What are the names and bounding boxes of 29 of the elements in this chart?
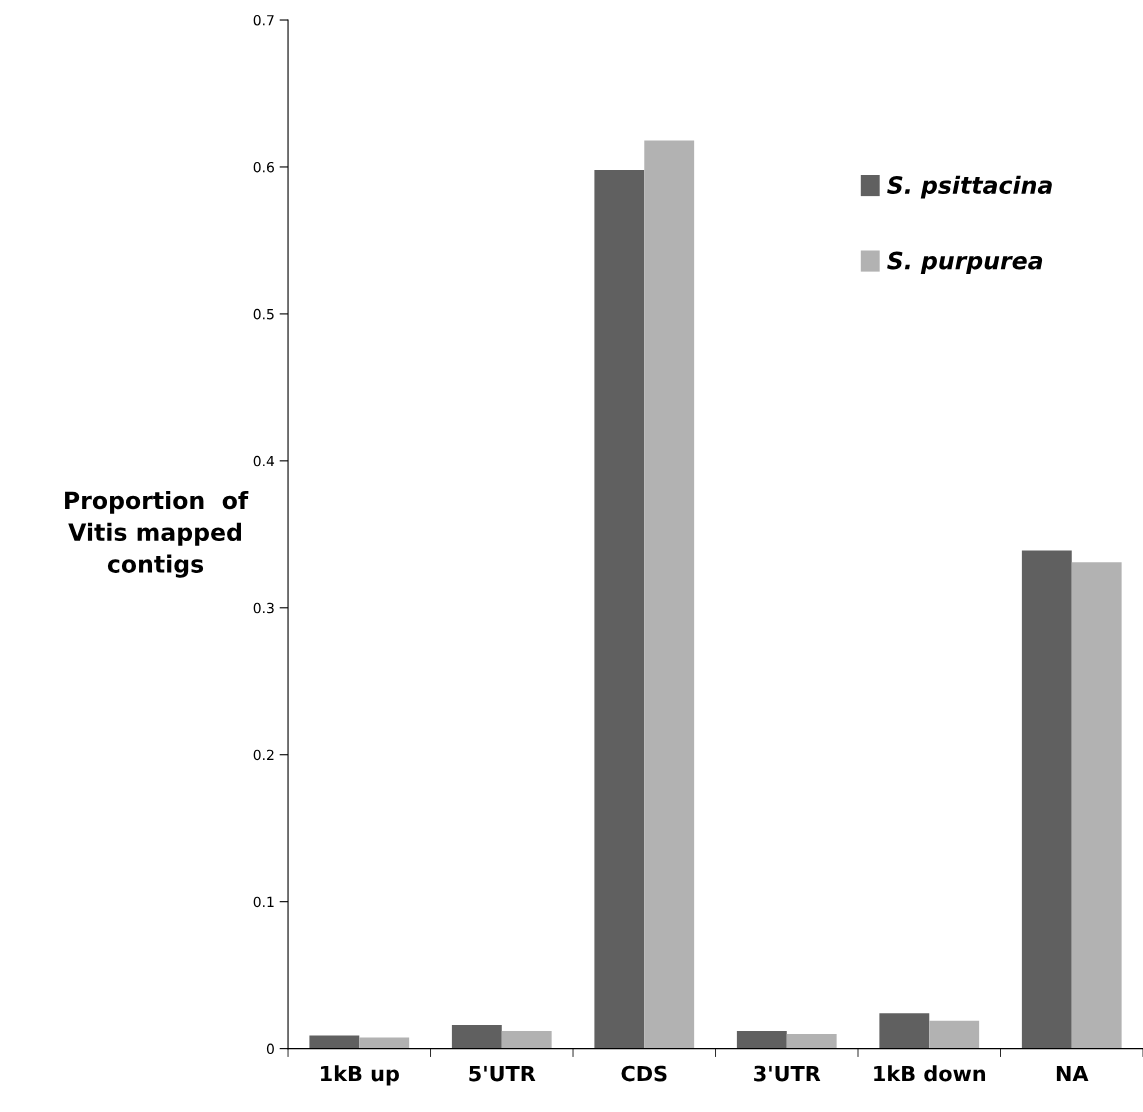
- x-tick-label: 1kB up: [321, 1065, 399, 1086]
- y-tick-label: 0.5: [253, 308, 274, 320]
- x-tick-label: 3'UTR: [754, 1065, 821, 1082]
- y-tick-label: 0.6: [253, 161, 274, 173]
- legend-label: S. purpurea: [887, 251, 1043, 275]
- y-tick-label: 0.2: [253, 749, 274, 761]
- bar: [451, 1025, 502, 1049]
- y-tick-label: 0.1: [253, 896, 274, 908]
- y-tick-label: 0.3: [253, 602, 274, 614]
- bar: [359, 1037, 410, 1049]
- bar: [594, 169, 645, 1049]
- y-tick-label: 0.7: [253, 14, 274, 26]
- y-axis-title: Proportion of Vitis mapped contigs: [65, 490, 249, 578]
- y-tick-label: 0.4: [253, 455, 275, 467]
- bar: [879, 1013, 930, 1049]
- bar: [1071, 562, 1122, 1049]
- bar: [736, 1030, 787, 1049]
- x-tick-label: 5'UTR: [469, 1065, 536, 1082]
- bar: [309, 1035, 360, 1049]
- bar: [501, 1030, 552, 1049]
- x-tick-label: 1kB down: [874, 1065, 986, 1082]
- bar: [644, 140, 695, 1049]
- x-tick-label: NA: [1056, 1065, 1089, 1082]
- x-tick-label: CDS: [621, 1065, 667, 1082]
- bar: [929, 1020, 980, 1049]
- legend-label: S. psittacina: [887, 175, 1052, 199]
- bar: [786, 1033, 837, 1049]
- y-tick-label: 0: [266, 1043, 274, 1055]
- bar: [1021, 550, 1072, 1049]
